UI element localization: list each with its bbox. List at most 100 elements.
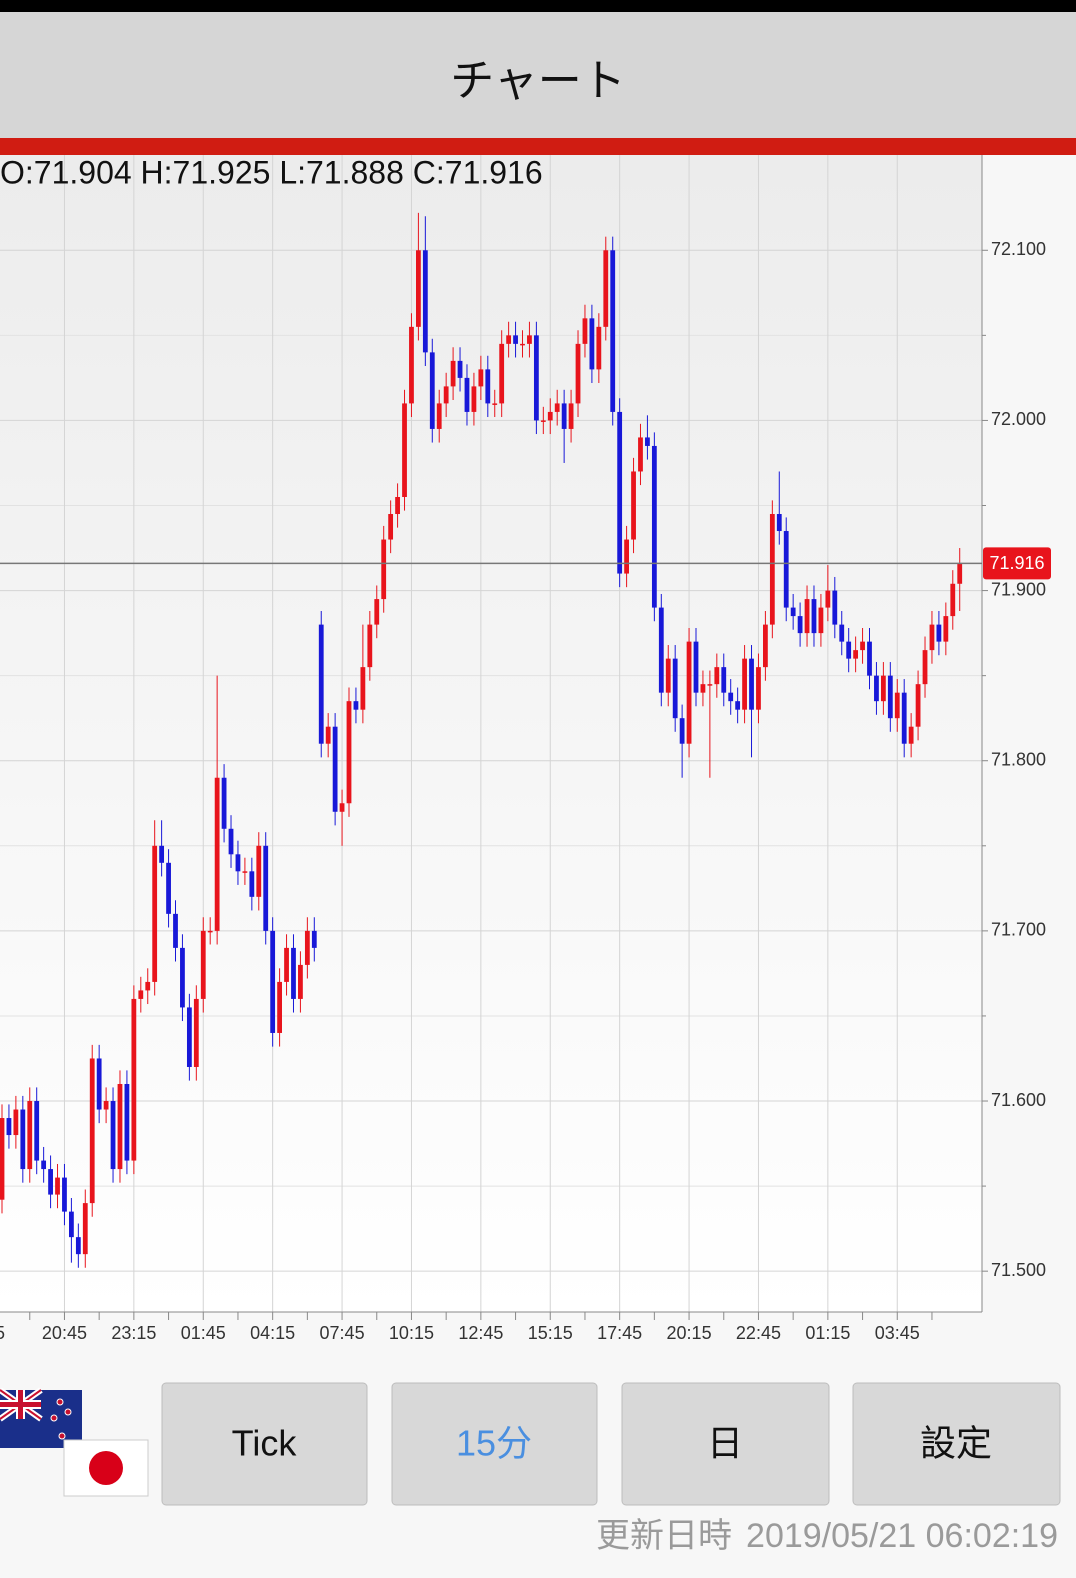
button-label[interactable]: Tick [232, 1423, 298, 1464]
candle-body [353, 701, 359, 710]
jp-sun [89, 1451, 123, 1485]
last-price-label: 71.916 [989, 553, 1044, 573]
button-bg[interactable] [161, 1382, 368, 1506]
candle-body [672, 658, 678, 719]
candle-body [145, 981, 151, 991]
candle-body [166, 862, 171, 914]
candle-body [860, 641, 865, 651]
candle-body [180, 947, 185, 1008]
candle-body [200, 930, 206, 999]
x-tick-label: 04:15 [250, 1323, 295, 1343]
x-tick-label: 20:15 [667, 1323, 712, 1343]
candle-body [575, 343, 581, 404]
x-tick-label: 07:45 [320, 1323, 365, 1343]
candle-body [75, 1237, 81, 1255]
y-tick-label: 72.000 [991, 409, 1046, 429]
plot-background [0, 155, 982, 1312]
candle-body [721, 667, 727, 693]
candle-body [270, 930, 276, 1033]
candle-body [533, 335, 539, 421]
candle-body [540, 420, 546, 422]
candle-body [846, 641, 852, 659]
candle-body [34, 1101, 40, 1161]
candle-body [20, 1109, 26, 1170]
candle-body [381, 539, 387, 600]
button-label[interactable]: 15分 [456, 1423, 532, 1464]
candle-body [221, 777, 227, 829]
candle-body [957, 563, 963, 584]
candle-body [513, 335, 518, 344]
candle-body [360, 667, 366, 710]
candle-body [763, 624, 768, 668]
candle-body [395, 496, 400, 515]
candle-body [707, 684, 713, 686]
x-tick-label: 10:15 [389, 1323, 434, 1343]
candle-body [894, 692, 900, 719]
candle-body [339, 803, 345, 812]
button-bg[interactable] [621, 1382, 830, 1506]
candle-body [443, 386, 449, 404]
candle-body [436, 403, 442, 429]
candle-body [69, 1211, 74, 1238]
button[interactable]: Tick [161, 1382, 368, 1506]
candle-body [388, 514, 394, 540]
candle-body [277, 981, 282, 1033]
candle-body [749, 658, 754, 710]
button[interactable]: 日 [621, 1382, 830, 1506]
last-price-box [983, 547, 1051, 580]
candle-body [589, 318, 595, 370]
y-tick-label: 71.500 [991, 1260, 1046, 1280]
candle-body [332, 726, 338, 812]
candle-body [936, 624, 942, 642]
y-tick-label: 71.700 [991, 920, 1046, 940]
button-label[interactable]: 設定 [920, 1423, 992, 1464]
candle-body [374, 599, 380, 625]
candle-body [471, 386, 477, 412]
button-label[interactable]: 日 [707, 1423, 743, 1464]
candle-body [62, 1177, 67, 1212]
candle-body [742, 658, 747, 710]
button-bg[interactable] [852, 1382, 1061, 1506]
candle-body [242, 871, 248, 873]
candle-body [298, 964, 303, 999]
candle-body [887, 675, 893, 719]
candle-body [457, 360, 463, 378]
candle-body [929, 624, 935, 651]
y-tick-label: 71.600 [991, 1090, 1046, 1110]
candle-body [867, 641, 872, 676]
candle-body [186, 1007, 192, 1067]
candle-body [617, 411, 623, 574]
candle-body [41, 1160, 47, 1170]
candle-body [915, 684, 921, 727]
candle-body [416, 250, 421, 327]
candle-body [464, 377, 470, 412]
candle-body [131, 998, 137, 1161]
candle-body [499, 343, 505, 404]
button[interactable]: 15分 [391, 1382, 598, 1506]
candle-body [950, 583, 956, 617]
union-jack [0, 1387, 43, 1422]
candle-body [811, 599, 817, 634]
x-tick-label: 20:45 [42, 1323, 87, 1343]
button-bg[interactable] [391, 1382, 598, 1506]
candle-body [797, 616, 803, 634]
button[interactable]: 設定 [852, 1382, 1061, 1506]
candle-body [638, 437, 643, 472]
candle-body [422, 250, 428, 353]
candle-body [207, 930, 213, 933]
candle-body [318, 624, 324, 744]
candle-body [610, 250, 616, 412]
candle-body [48, 1169, 53, 1195]
candle-body [645, 437, 650, 446]
candle-body [256, 845, 262, 897]
accent-bar [0, 138, 1076, 155]
candle-body [152, 845, 158, 982]
candle-body [117, 1084, 123, 1170]
candle-body [880, 675, 886, 702]
candle-body [776, 514, 782, 532]
candle-body [561, 403, 567, 429]
candle-body [124, 1084, 130, 1161]
candle-body [304, 930, 310, 965]
x-tick-label: 03:45 [875, 1323, 920, 1343]
